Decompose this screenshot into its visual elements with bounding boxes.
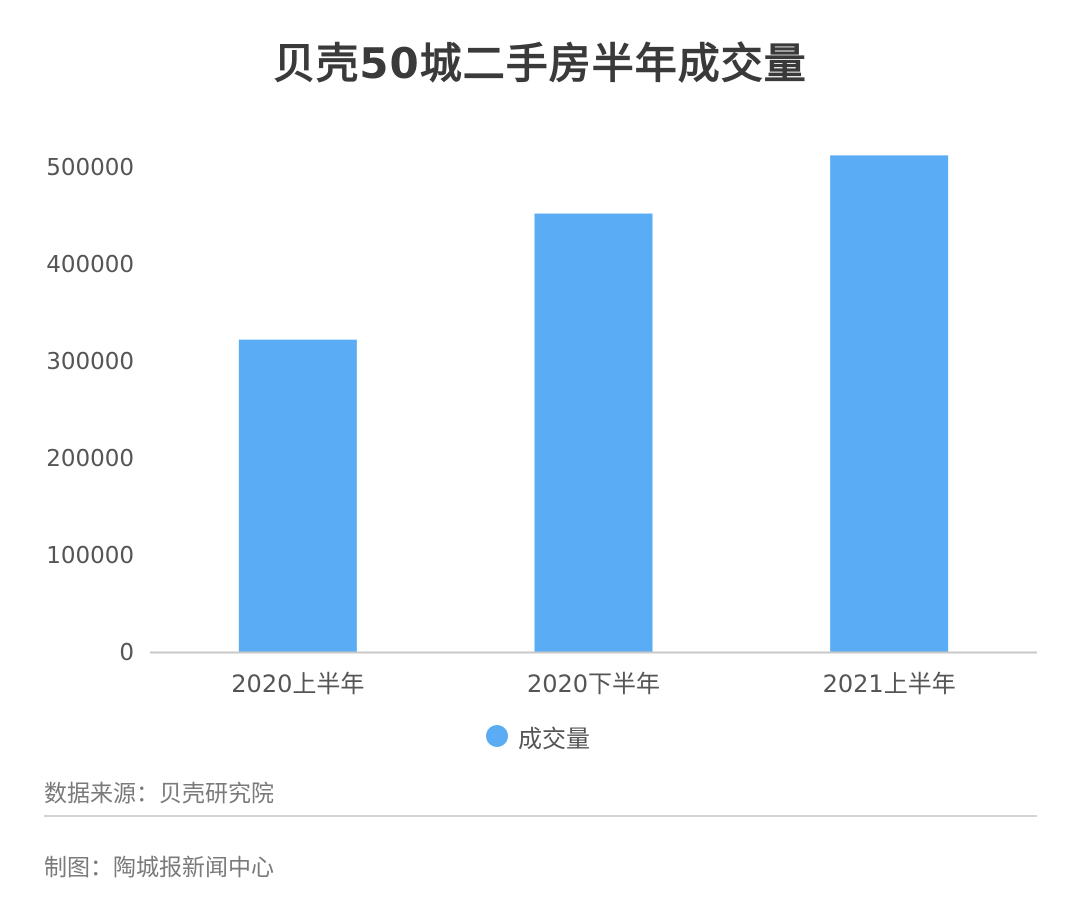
x-axis: 2020上半年 2020下半年 2021上半年 bbox=[231, 670, 955, 698]
y-tick-label: 100000 bbox=[46, 543, 134, 569]
data-source: 数据来源：贝壳研究院 bbox=[44, 781, 274, 807]
y-tick-label: 200000 bbox=[46, 446, 134, 472]
legend-label: 成交量 bbox=[518, 724, 590, 753]
y-tick-label: 500000 bbox=[46, 155, 134, 181]
bars bbox=[238, 155, 949, 653]
footer-divider bbox=[44, 815, 1037, 817]
y-tick-label: 300000 bbox=[46, 349, 134, 375]
chart-title: 贝壳50城二手房半年成交量 bbox=[273, 39, 807, 88]
legend: 成交量 bbox=[486, 718, 590, 754]
x-tick-label: 2020下半年 bbox=[527, 670, 660, 698]
y-tick-label: 400000 bbox=[46, 252, 134, 278]
x-tick-label: 2020上半年 bbox=[231, 670, 364, 698]
x-tick-label: 2021上半年 bbox=[823, 670, 956, 698]
legend-swatch bbox=[486, 725, 508, 747]
bar bbox=[830, 155, 949, 653]
bar bbox=[238, 339, 357, 652]
y-tick-label: 0 bbox=[119, 640, 134, 666]
chart-credit: 制图：陶城报新闻中心 bbox=[44, 855, 274, 881]
y-axis: 0 100000 200000 300000 400000 500000 bbox=[46, 155, 134, 666]
bar bbox=[534, 213, 653, 652]
